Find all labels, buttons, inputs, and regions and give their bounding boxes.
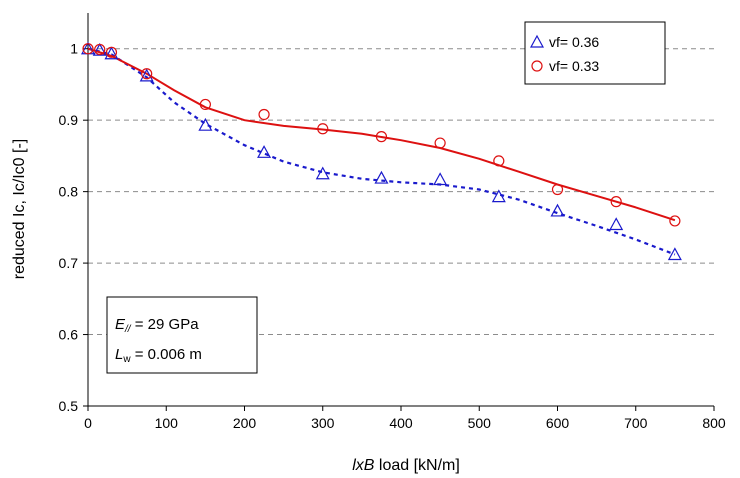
data-point-vf033: [434, 137, 446, 149]
axes: [83, 13, 715, 411]
parameter-l: Lw = 0.006 m: [115, 346, 202, 365]
x-axis-title-italic: lxB: [352, 457, 375, 474]
data-point-vf033: [551, 183, 564, 196]
series-line-2: [87, 47, 676, 222]
series-lines: [87, 47, 676, 256]
data-point-vf036: [315, 166, 330, 180]
y-tick-labels: 0.5 0.6 0.7 0.8 0.9 1: [59, 41, 79, 414]
data-point-vf036: [92, 42, 107, 56]
data-point-vf033: [258, 108, 270, 121]
x-tick-labels: 0 100 200 300 400 500 600 700 800: [84, 415, 726, 431]
x-tick-label: 600: [546, 415, 570, 431]
data-point-vf033: [199, 98, 211, 111]
y-tick-label: 1: [70, 41, 78, 57]
parameter-l-symbol: L: [115, 346, 123, 363]
data-point-vf036: [550, 203, 565, 217]
y-tick-label: 0.7: [59, 255, 79, 271]
legend-box: [524, 21, 666, 85]
x-tick-label: 100: [155, 415, 179, 431]
data-point-vf036: [609, 217, 624, 231]
data-point-vf036: [374, 170, 389, 184]
parameter-l-value: = 0.006 m: [131, 346, 202, 363]
y-tick-label: 0.5: [59, 398, 79, 414]
data-point-vf033: [669, 215, 681, 227]
data-point-vf033: [610, 196, 622, 208]
data-point-vf033: [493, 155, 505, 167]
data-point-vf033: [375, 131, 388, 143]
y-tick-label: 0.6: [59, 327, 79, 343]
parameter-e-symbol: E: [115, 316, 126, 333]
y-tick-label: 0.9: [59, 112, 79, 128]
parameter-e: E// = 29 GPa: [115, 316, 199, 335]
data-point-vf033: [141, 68, 153, 80]
x-tick-label: 200: [233, 415, 257, 431]
data-point-vf036: [433, 172, 448, 186]
parameter-e-value: = 29 GPa: [131, 316, 200, 333]
series-markers: [80, 41, 682, 261]
x-axis-title: lxB load [kN/m]: [352, 457, 460, 474]
legend-triangle-marker: [529, 34, 545, 48]
data-point-vf036: [198, 117, 213, 131]
legend: vf= 0.36 vf= 0.33: [524, 21, 666, 85]
parameter-e-sub: //: [124, 324, 132, 335]
parameter-l-sub: w: [122, 354, 131, 365]
parameter-box-frame: [106, 296, 258, 374]
x-tick-label: 0: [84, 415, 92, 431]
y-tick-label: 0.8: [59, 184, 79, 200]
x-tick-label: 400: [389, 415, 413, 431]
x-tick-label: 300: [311, 415, 335, 431]
x-axis-title-rest: load [kN/m]: [374, 457, 459, 474]
series-line-1: [87, 47, 676, 256]
data-point-vf036: [257, 145, 272, 158]
data-point-vf033: [94, 43, 106, 56]
data-point-vf036: [491, 189, 506, 203]
legend-label-vf033: vf= 0.33: [549, 58, 599, 74]
parameter-box: E// = 29 GPa Lw = 0.006 m: [106, 296, 258, 374]
data-point-vf036: [139, 68, 154, 82]
data-point-vf033: [105, 46, 118, 58]
legend-circle-marker: [531, 60, 543, 72]
y-axis-title: reduced Ic, Ic/Ic0 [-]: [11, 139, 28, 280]
x-tick-label: 800: [702, 415, 726, 431]
data-point-vf036: [667, 247, 682, 261]
data-point-vf033: [82, 43, 94, 55]
data-point-vf036: [104, 46, 119, 60]
x-tick-label: 500: [468, 415, 492, 431]
x-tick-label: 700: [624, 415, 648, 431]
legend-label-vf036: vf= 0.36: [549, 34, 599, 50]
data-point-vf033: [317, 123, 329, 135]
